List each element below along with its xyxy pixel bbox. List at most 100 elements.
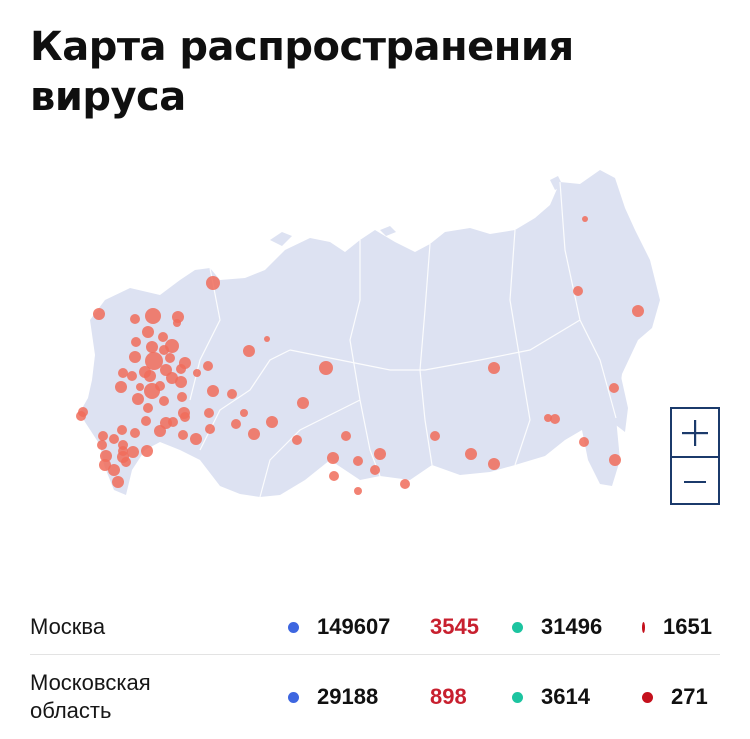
zoom-in-button[interactable]: [672, 409, 718, 456]
confirmed-dot-icon: [288, 691, 299, 703]
outbreak-marker[interactable]: [203, 361, 213, 371]
deaths-value: 1651: [663, 614, 712, 639]
confirmed-stat: 149607: [280, 614, 430, 640]
plus-icon: [682, 419, 708, 446]
outbreak-marker[interactable]: [142, 326, 154, 338]
zoom-control: [670, 407, 720, 505]
outbreak-marker[interactable]: [99, 459, 111, 471]
outbreak-marker[interactable]: [173, 319, 181, 327]
outbreak-marker[interactable]: [158, 332, 168, 342]
deaths-dot-icon: [642, 621, 646, 633]
outbreak-marker[interactable]: [168, 417, 178, 427]
outbreak-marker[interactable]: [141, 445, 153, 457]
outbreak-marker[interactable]: [297, 397, 309, 409]
outbreak-marker[interactable]: [131, 337, 141, 347]
recovered-dot-icon: [512, 691, 523, 703]
russia-map[interactable]: [60, 160, 680, 520]
outbreak-marker[interactable]: [175, 376, 187, 388]
outbreak-marker[interactable]: [341, 431, 351, 441]
outbreak-marker[interactable]: [108, 464, 120, 476]
outbreak-marker[interactable]: [132, 393, 144, 405]
table-row[interactable]: Москва 149607 3545 31496 1651: [30, 600, 720, 655]
outbreak-marker[interactable]: [136, 383, 144, 391]
outbreak-marker[interactable]: [488, 362, 500, 374]
outbreak-marker[interactable]: [264, 336, 270, 342]
outbreak-marker[interactable]: [243, 345, 255, 357]
island-shape: [380, 226, 396, 236]
outbreak-marker[interactable]: [544, 414, 552, 422]
outbreak-marker[interactable]: [145, 352, 163, 370]
outbreak-marker[interactable]: [400, 479, 410, 489]
outbreak-marker[interactable]: [78, 407, 88, 417]
outbreak-marker[interactable]: [329, 471, 339, 481]
outbreak-marker[interactable]: [465, 448, 477, 460]
recovered-value: 3614: [541, 684, 590, 709]
map-area[interactable]: [60, 160, 680, 520]
outbreak-marker[interactable]: [573, 286, 583, 296]
outbreak-marker[interactable]: [109, 434, 119, 444]
outbreak-marker[interactable]: [180, 412, 190, 422]
outbreak-marker[interactable]: [488, 458, 500, 470]
outbreak-marker[interactable]: [579, 437, 589, 447]
outbreak-marker[interactable]: [159, 396, 169, 406]
zoom-out-button[interactable]: [672, 456, 718, 505]
outbreak-marker[interactable]: [178, 430, 188, 440]
outbreak-marker[interactable]: [319, 361, 333, 375]
outbreak-marker[interactable]: [127, 446, 139, 458]
outbreak-marker[interactable]: [118, 368, 128, 378]
outbreak-marker[interactable]: [141, 416, 151, 426]
outbreak-marker[interactable]: [550, 414, 560, 424]
outbreak-marker[interactable]: [159, 345, 169, 355]
outbreak-marker[interactable]: [127, 371, 137, 381]
outbreak-marker[interactable]: [370, 465, 380, 475]
outbreak-marker[interactable]: [97, 440, 107, 450]
outbreak-marker[interactable]: [121, 457, 131, 467]
russia-landmass: [80, 170, 660, 497]
table-row[interactable]: Московская область 29188 898 3614 271: [30, 655, 720, 739]
outbreak-marker[interactable]: [115, 381, 127, 393]
outbreak-marker[interactable]: [112, 476, 124, 488]
outbreak-marker[interactable]: [165, 353, 175, 363]
outbreak-marker[interactable]: [292, 435, 302, 445]
outbreak-marker[interactable]: [154, 425, 166, 437]
outbreak-marker[interactable]: [204, 408, 214, 418]
outbreak-marker[interactable]: [176, 364, 186, 374]
outbreak-marker[interactable]: [100, 450, 112, 462]
outbreak-marker[interactable]: [130, 428, 140, 438]
outbreak-marker[interactable]: [609, 383, 619, 393]
outbreak-marker[interactable]: [206, 276, 220, 290]
outbreak-marker[interactable]: [632, 305, 644, 317]
confirmed-value: 29188: [317, 684, 379, 709]
outbreak-marker[interactable]: [430, 431, 440, 441]
outbreak-marker[interactable]: [582, 216, 588, 222]
outbreak-marker[interactable]: [354, 487, 362, 495]
outbreak-marker[interactable]: [143, 403, 153, 413]
outbreak-marker[interactable]: [117, 425, 127, 435]
stats-table: Москва 149607 3545 31496 1651 Московская…: [30, 600, 720, 739]
outbreak-marker[interactable]: [144, 370, 156, 382]
outbreak-marker[interactable]: [609, 454, 621, 466]
deaths-dot-icon: [642, 691, 653, 703]
outbreak-marker[interactable]: [145, 308, 161, 324]
outbreak-marker[interactable]: [93, 308, 105, 320]
outbreak-marker[interactable]: [205, 424, 215, 434]
outbreak-marker[interactable]: [193, 369, 201, 377]
outbreak-marker[interactable]: [353, 456, 363, 466]
outbreak-marker[interactable]: [130, 314, 140, 324]
outbreak-marker[interactable]: [146, 341, 158, 353]
recovered-stat: 31496: [512, 614, 642, 640]
outbreak-marker[interactable]: [374, 448, 386, 460]
outbreak-marker[interactable]: [190, 433, 202, 445]
outbreak-marker[interactable]: [327, 452, 339, 464]
outbreak-marker[interactable]: [166, 372, 178, 384]
outbreak-marker[interactable]: [240, 409, 248, 417]
outbreak-marker[interactable]: [98, 431, 108, 441]
outbreak-marker[interactable]: [177, 392, 187, 402]
outbreak-marker[interactable]: [207, 385, 219, 397]
outbreak-marker[interactable]: [227, 389, 237, 399]
outbreak-marker[interactable]: [231, 419, 241, 429]
outbreak-marker[interactable]: [129, 351, 141, 363]
outbreak-marker[interactable]: [248, 428, 260, 440]
outbreak-marker[interactable]: [144, 383, 160, 399]
outbreak-marker[interactable]: [266, 416, 278, 428]
